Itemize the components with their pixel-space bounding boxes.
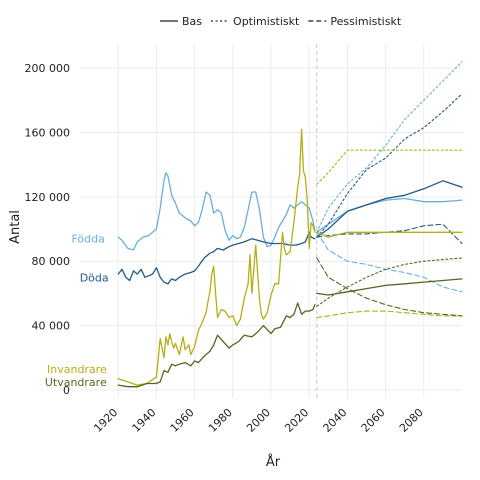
series-label-doda: Döda	[80, 271, 109, 284]
series-line-doda-bas	[316, 180, 463, 238]
x-tick-label: 2000	[244, 406, 273, 435]
series-line-fodda-bas	[316, 197, 463, 233]
series-line-invandrare-optimistiskt	[316, 149, 463, 185]
legend-label-optimistiskt: Optimistiskt	[233, 15, 300, 28]
series-line-doda-optimistiskt	[316, 93, 463, 238]
legend-label-pessimistiskt: Pessimistiskt	[330, 15, 401, 28]
series-line-fodda-optimistiskt	[316, 61, 463, 233]
y-tick-label: 160 000	[25, 127, 71, 140]
legend-label-bas: Bas	[182, 15, 202, 28]
legend: Bas Optimistiskt Pessimistiskt	[160, 15, 402, 28]
x-axis-label: År	[266, 454, 281, 470]
x-tick-label: 1920	[91, 406, 120, 435]
series-label-utvandrare: Utvandrare	[45, 376, 107, 389]
x-tick-label: 1960	[168, 406, 197, 435]
x-tick-label: 2060	[359, 406, 388, 435]
x-tick-label: 1980	[206, 406, 235, 435]
y-tick-label: 80 000	[32, 255, 71, 268]
series-line-utvandrare-historical	[117, 302, 316, 388]
x-tick-label: 1940	[130, 406, 159, 435]
series-line-invandrare-pessimistiskt	[316, 310, 463, 319]
gridlines	[80, 44, 462, 398]
series-line-fodda-historical	[117, 172, 316, 251]
series-line-invandrare-historical	[117, 128, 316, 386]
y-tick-label: 0	[63, 384, 70, 397]
y-axis-label: Antal	[8, 210, 23, 244]
y-tick-label: 40 000	[32, 320, 71, 333]
x-tick-label: 2080	[397, 406, 426, 435]
y-tick-label: 120 000	[25, 191, 71, 204]
y-tick-label: 200 000	[25, 62, 71, 75]
series-line-utvandrare-bas	[316, 278, 463, 296]
x-tick-labels: 1920 1940 1960 1980 2000 2020 2040 2060 2080	[91, 406, 426, 435]
x-tick-label: 2040	[321, 406, 350, 435]
y-tick-labels: 0 40 000 80 000 120 000 160 000 200 000	[25, 62, 71, 397]
series-line-utvandrare-pessimistiskt	[316, 257, 463, 317]
series-layer	[117, 61, 463, 388]
series-line-doda-historical	[117, 231, 316, 285]
series-label-invandrare: Invandrare	[47, 363, 107, 376]
series-label-fodda: Födda	[71, 233, 104, 246]
series-line-invandrare-bas	[316, 231, 463, 238]
series-line-utvandrare-optimistiskt	[316, 257, 463, 307]
x-tick-label: 2020	[282, 406, 311, 435]
